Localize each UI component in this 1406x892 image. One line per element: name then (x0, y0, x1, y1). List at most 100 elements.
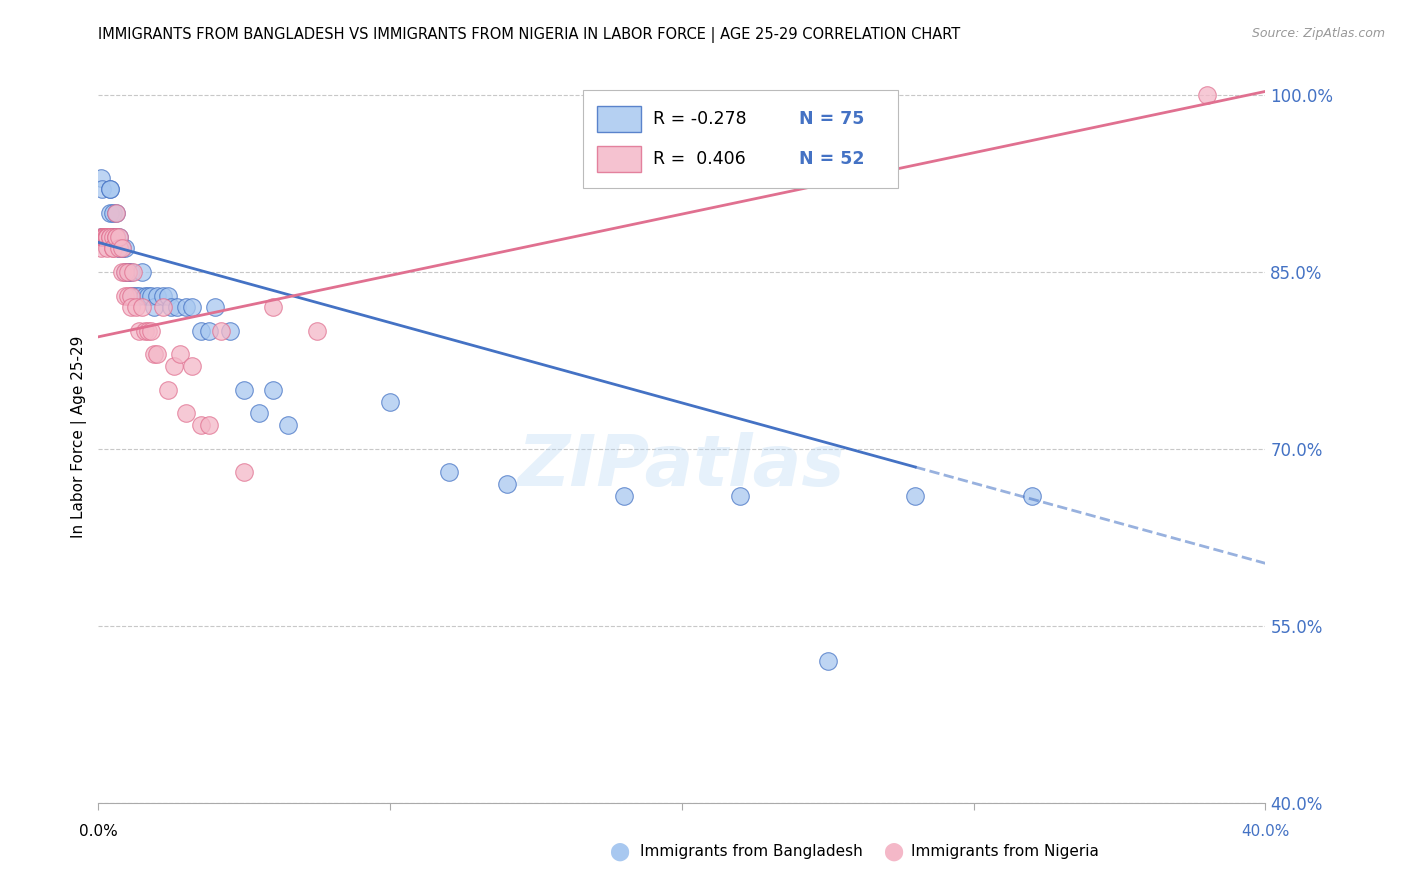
Point (136, 288, 159, 302)
Point (96, 229, 118, 244)
Point (104, 229, 127, 244)
Point (134, 288, 156, 302)
Point (146, 347, 169, 361)
Point (96, 229, 118, 244)
Point (378, 394, 402, 409)
Point (111, 241, 134, 255)
Point (111, 265, 134, 279)
Point (96, 229, 118, 244)
Text: N = 52: N = 52 (799, 150, 865, 168)
Point (128, 324, 150, 338)
FancyBboxPatch shape (596, 146, 641, 172)
Point (157, 288, 180, 302)
Point (98, 182, 121, 196)
Point (174, 407, 197, 421)
Point (104, 229, 127, 244)
Point (134, 324, 156, 338)
Point (122, 288, 145, 302)
Point (262, 383, 284, 397)
Point (166, 301, 188, 315)
Text: ⬤: ⬤ (883, 843, 903, 861)
Point (94, 229, 117, 244)
Point (98, 229, 121, 244)
Point (101, 241, 124, 255)
Point (93, 229, 115, 244)
Point (117, 265, 139, 279)
Point (120, 288, 142, 302)
Point (204, 301, 226, 315)
Point (101, 229, 124, 244)
Point (97, 229, 120, 244)
Point (101, 241, 124, 255)
Point (190, 324, 212, 338)
Point (96, 229, 118, 244)
Point (904, 489, 927, 503)
Point (108, 241, 131, 255)
Point (114, 288, 136, 302)
Point (160, 301, 183, 315)
Point (90, 229, 112, 244)
Text: N = 75: N = 75 (799, 110, 863, 128)
Text: ⬤: ⬤ (609, 843, 628, 861)
Point (163, 359, 186, 374)
Point (108, 229, 131, 244)
Point (120, 265, 142, 279)
Point (307, 324, 329, 338)
Point (104, 206, 127, 220)
Point (198, 324, 221, 338)
Point (117, 265, 139, 279)
Text: 40.0%: 40.0% (1241, 824, 1289, 839)
FancyBboxPatch shape (582, 90, 898, 188)
Point (96, 229, 118, 244)
Point (218, 324, 240, 338)
Point (247, 407, 270, 421)
Text: Source: ZipAtlas.com: Source: ZipAtlas.com (1251, 27, 1385, 40)
Point (100, 229, 122, 244)
Point (125, 301, 148, 315)
Point (101, 229, 124, 244)
Point (157, 383, 180, 397)
Point (122, 265, 145, 279)
Point (90, 229, 112, 244)
Point (101, 206, 124, 220)
Point (101, 229, 124, 244)
Point (114, 265, 136, 279)
Text: Immigrants from Nigeria: Immigrants from Nigeria (911, 845, 1099, 859)
Point (93, 229, 115, 244)
Point (125, 288, 148, 302)
Point (90, 170, 112, 185)
Point (96, 229, 118, 244)
Point (1195, 87, 1218, 102)
Text: ZIPatlas: ZIPatlas (519, 432, 845, 500)
Point (111, 241, 134, 255)
Point (139, 324, 162, 338)
Point (104, 206, 127, 220)
Point (108, 241, 131, 255)
Point (93, 229, 115, 244)
Point (180, 359, 202, 374)
Point (131, 301, 153, 315)
Point (101, 229, 124, 244)
Point (93, 229, 115, 244)
Point (190, 418, 212, 433)
Point (437, 466, 460, 480)
Point (233, 383, 256, 397)
Point (142, 301, 165, 315)
Point (128, 288, 150, 302)
Point (198, 418, 221, 433)
Point (90, 229, 112, 244)
Point (114, 265, 136, 279)
Point (98, 182, 121, 196)
Y-axis label: In Labor Force | Age 25-29: In Labor Force | Age 25-29 (72, 336, 87, 538)
FancyBboxPatch shape (596, 106, 641, 132)
Point (108, 241, 131, 255)
Point (169, 347, 191, 361)
Point (98, 206, 121, 220)
Text: Immigrants from Bangladesh: Immigrants from Bangladesh (640, 845, 862, 859)
Point (104, 229, 127, 244)
Point (142, 347, 165, 361)
Point (1021, 489, 1043, 503)
Point (108, 229, 131, 244)
Point (152, 288, 174, 302)
Point (233, 466, 256, 480)
